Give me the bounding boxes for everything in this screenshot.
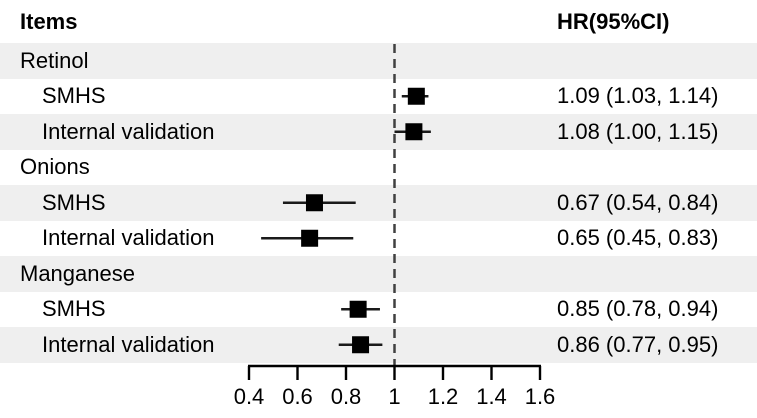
x-axis-tick-label: 0.6 bbox=[282, 384, 313, 409]
x-axis-tick-label: 1 bbox=[388, 384, 400, 409]
hr-value: 1.08 (1.00, 1.15) bbox=[557, 118, 719, 144]
row-item-label: Internal validation bbox=[42, 118, 215, 144]
x-axis-tick-label: 0.8 bbox=[331, 384, 362, 409]
hr-value: 0.67 (0.54, 0.84) bbox=[557, 189, 719, 215]
table-row: Manganese bbox=[0, 256, 757, 292]
table-row: SMHS 1.09 (1.03, 1.14) bbox=[0, 79, 757, 115]
x-axis-tick-label: 1.2 bbox=[428, 384, 459, 409]
row-item-label: SMHS bbox=[42, 296, 106, 322]
column-header-items: Items bbox=[20, 8, 78, 34]
row-group-label: Onions bbox=[20, 154, 90, 180]
hr-value: 1.09 (1.03, 1.14) bbox=[557, 83, 719, 109]
column-header-hr: HR(95%CI) bbox=[557, 8, 670, 34]
row-item-label: SMHS bbox=[42, 189, 106, 215]
table-row: Onions bbox=[0, 150, 757, 186]
table-row: Internal validation 1.08 (1.00, 1.15) bbox=[0, 114, 757, 150]
table-row: Internal validation 0.86 (0.77, 0.95) bbox=[0, 327, 757, 363]
hr-value: 0.65 (0.45, 0.83) bbox=[557, 225, 719, 251]
table-header: Items HR(95%CI) bbox=[0, 0, 757, 43]
row-item-label: Internal validation bbox=[42, 225, 215, 251]
table-row: Internal validation 0.65 (0.45, 0.83) bbox=[0, 221, 757, 257]
x-axis-tick-label: 1.6 bbox=[525, 384, 556, 409]
x-axis-tick-label: 1.4 bbox=[476, 384, 507, 409]
table-row: SMHS 0.85 (0.78, 0.94) bbox=[0, 292, 757, 328]
table-row: Retinol bbox=[0, 43, 757, 79]
row-item-label: SMHS bbox=[42, 83, 106, 109]
hr-value: 0.85 (0.78, 0.94) bbox=[557, 296, 719, 322]
table-row: SMHS 0.67 (0.54, 0.84) bbox=[0, 185, 757, 221]
row-group-label: Manganese bbox=[20, 260, 135, 286]
row-group-label: Retinol bbox=[20, 47, 89, 73]
x-axis-tick-label: 0.4 bbox=[234, 384, 265, 409]
row-item-label: Internal validation bbox=[42, 331, 215, 357]
hr-value: 0.86 (0.77, 0.95) bbox=[557, 331, 719, 357]
